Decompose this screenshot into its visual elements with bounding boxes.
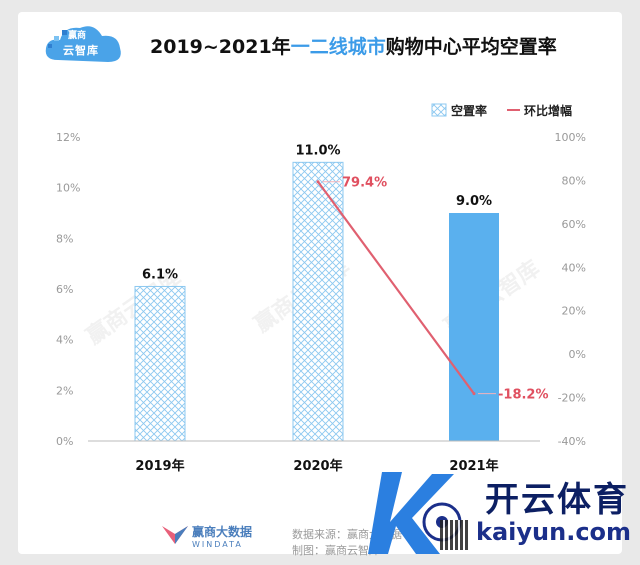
footer-brand: 赢商大数据 bbox=[192, 525, 253, 539]
bar bbox=[449, 213, 499, 441]
line-value-label: 79.4% bbox=[342, 176, 387, 191]
right-axis-tick-label: 100% bbox=[555, 131, 586, 144]
right-axis-tick-label: -40% bbox=[558, 435, 586, 448]
windata-logo-icon bbox=[162, 526, 188, 544]
line-path bbox=[317, 181, 475, 395]
category-label: 2021年 bbox=[449, 458, 498, 474]
right-axis-tick-label: 80% bbox=[562, 174, 586, 187]
line-value-label: -18.2% bbox=[498, 388, 549, 403]
left-axis-tick-label: 12% bbox=[56, 131, 80, 144]
right-axis-tick-label: 60% bbox=[562, 218, 586, 231]
kaiyun-brand-cn: 开云体育 bbox=[485, 480, 629, 520]
kaiyun-brand-en: kaiyun.com bbox=[476, 518, 632, 546]
bar bbox=[292, 161, 344, 442]
qr-code-icon bbox=[440, 520, 470, 550]
right-axis-tick-label: -20% bbox=[558, 392, 586, 405]
legend-label-bar: 空置率 bbox=[451, 103, 487, 118]
left-axis: 0% 2% 4% 6% 8% 10% 12% bbox=[56, 131, 80, 448]
right-axis-tick-label: 20% bbox=[562, 305, 586, 318]
category-label: 2019年 bbox=[135, 458, 184, 474]
right-axis-tick-label: 0% bbox=[569, 348, 586, 361]
left-axis-tick-label: 2% bbox=[56, 384, 73, 397]
logo-mark-text: 赢商 bbox=[68, 31, 87, 41]
line-point bbox=[472, 392, 476, 396]
left-axis-tick-label: 0% bbox=[56, 435, 73, 448]
left-axis-tick-label: 8% bbox=[56, 232, 73, 245]
chart-title: 2019~2021年一二线城市购物中心平均空置率 bbox=[150, 32, 557, 59]
legend-label-line: 环比增幅 bbox=[524, 103, 572, 118]
title-highlight: 一二线城市 bbox=[290, 36, 386, 58]
bar bbox=[134, 285, 186, 442]
legend-swatch-bar bbox=[431, 103, 447, 117]
category-label: 2020年 bbox=[293, 458, 342, 474]
left-axis-tick-label: 4% bbox=[56, 334, 73, 347]
bar-value-label: 9.0% bbox=[456, 194, 492, 209]
line-series: 79.4% -18.2% bbox=[316, 176, 549, 403]
footer-maker: 制图：赢商云智库 bbox=[292, 544, 380, 557]
left-axis-tick-label: 10% bbox=[56, 182, 80, 195]
bars bbox=[134, 161, 499, 442]
right-axis-tick-label: 40% bbox=[562, 261, 586, 274]
logo-text: 云智库 bbox=[63, 44, 99, 57]
title-prefix: 2019~2021年 bbox=[150, 36, 291, 58]
left-axis-tick-label: 6% bbox=[56, 283, 73, 296]
category-labels: 2019年 2020年 2021年 bbox=[135, 458, 498, 474]
bar-value-label: 6.1% bbox=[142, 267, 178, 282]
cloud-logo-icon bbox=[45, 26, 121, 62]
right-axis: -40% -20% 0% 20% 40% 60% 80% 100% bbox=[555, 131, 586, 448]
bar-labels: 6.1% 11.0% 9.0% bbox=[142, 143, 492, 282]
line-point bbox=[316, 180, 320, 184]
legend: 空置率 环比增幅 bbox=[431, 103, 572, 118]
footer-brand-sub: WINDATA bbox=[192, 540, 243, 549]
bar-value-label: 11.0% bbox=[295, 143, 340, 158]
title-suffix: 购物中心平均空置率 bbox=[385, 36, 557, 58]
